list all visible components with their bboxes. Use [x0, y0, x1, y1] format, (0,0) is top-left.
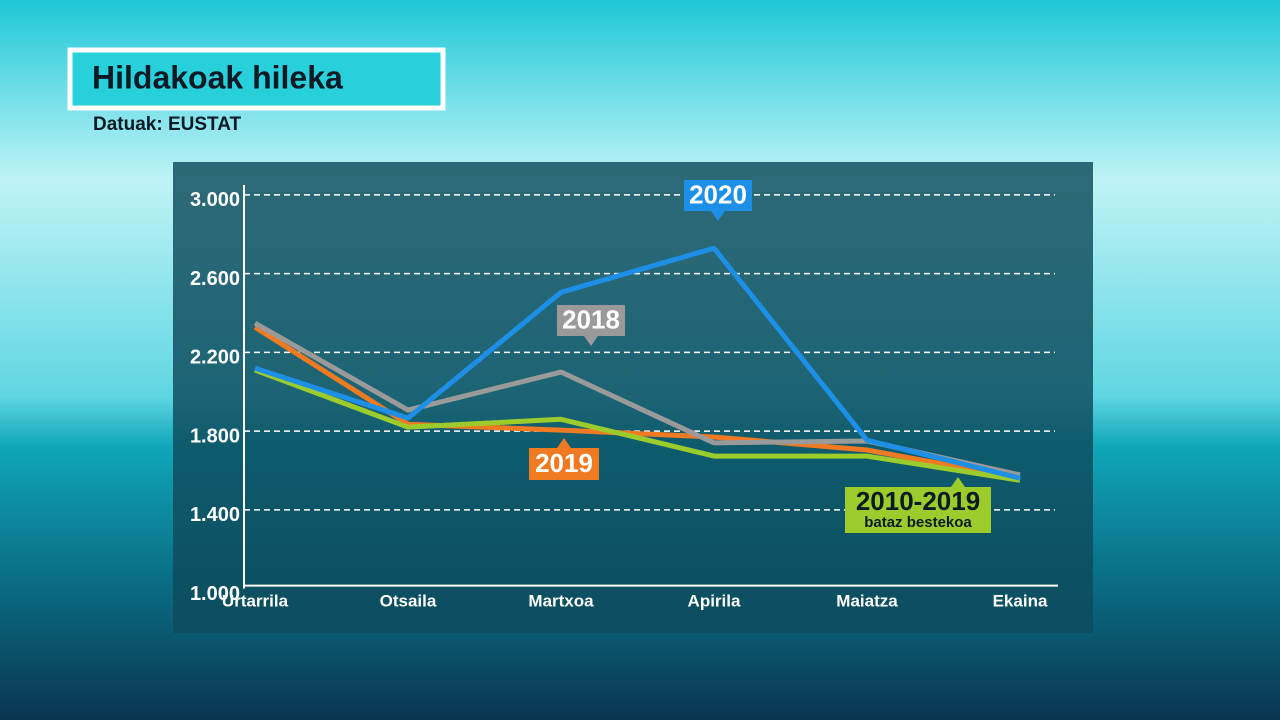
label-pointer	[951, 477, 965, 487]
label-box	[845, 487, 991, 533]
series-line	[254, 367, 1021, 483]
x-tick-label: Martxoa	[528, 591, 594, 610]
legend-label: 2020	[689, 179, 747, 209]
y-tick-label: 2.600	[190, 268, 240, 290]
y-tick-label: 3.000	[190, 189, 240, 211]
label-box	[684, 180, 752, 211]
source: Datuak: EUSTAT	[93, 114, 242, 135]
label-box	[557, 305, 625, 336]
title-box	[67, 47, 446, 111]
label-pointer	[557, 438, 571, 448]
series-line	[254, 245, 1021, 481]
legend-label: 2010-2019	[856, 486, 980, 516]
label-pointer	[711, 211, 725, 221]
legend-label: 2019	[535, 448, 593, 478]
x-tick-label: Urtarrila	[222, 591, 289, 610]
plot-panel	[173, 162, 1093, 633]
x-tick-label: Maiatza	[836, 591, 898, 610]
label-box	[529, 448, 599, 480]
x-tick-label: Otsaila	[380, 591, 437, 610]
label-pointer	[584, 336, 598, 346]
y-tick-label: 1.000	[190, 583, 240, 605]
y-tick-label: 1.400	[190, 504, 240, 526]
legend-label: 2018	[562, 304, 620, 334]
chart-title: Hildakoak hileka	[92, 59, 343, 95]
y-tick-label: 1.800	[190, 425, 240, 447]
y-tick-label: 2.200	[190, 347, 240, 369]
legend-note: bataz bestekoa	[864, 514, 972, 531]
x-tick-label: Ekaina	[993, 591, 1048, 610]
x-tick-label: Apirila	[688, 591, 741, 610]
